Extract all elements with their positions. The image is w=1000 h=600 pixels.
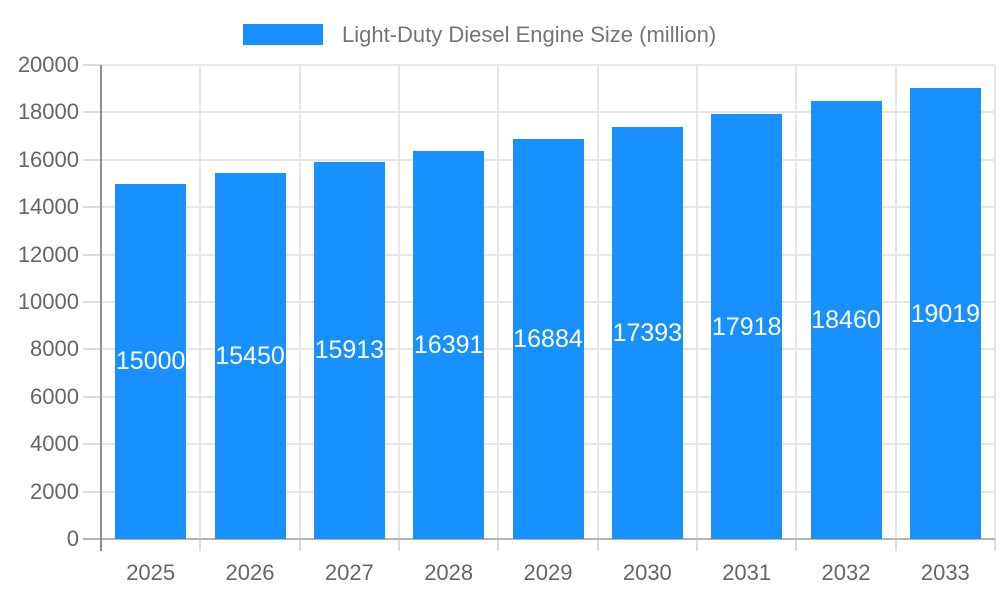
- x-tick-label: 2030: [622, 560, 672, 585]
- x-tick-label: 2031: [722, 560, 772, 585]
- x-gridline: [199, 65, 202, 539]
- x-tick-mark: [497, 539, 500, 551]
- y-tick-label: 18000: [17, 99, 79, 125]
- x-gridline: [894, 65, 897, 539]
- x-tick-mark: [298, 539, 301, 551]
- x-tick-mark: [696, 539, 698, 551]
- y-tick-mark: [83, 490, 101, 493]
- bar-value-label: 16884: [513, 324, 583, 353]
- x-gridline: [596, 65, 599, 539]
- y-tick-mark: [83, 206, 101, 209]
- y-tick-mark: [83, 395, 101, 398]
- x-gridline: [298, 65, 301, 539]
- x-tick-mark: [398, 539, 400, 551]
- y-tick-label: 20000: [17, 52, 79, 77]
- bar[interactable]: [413, 150, 485, 539]
- y-tick-mark: [83, 348, 101, 351]
- x-tick-label: 2028: [424, 560, 474, 585]
- y-tick-mark: [83, 158, 101, 161]
- x-tick-label: 2026: [225, 560, 275, 585]
- bar-value-label: 15913: [314, 336, 385, 365]
- x-axis-line: [101, 538, 995, 540]
- y-tick-label: 6000: [30, 383, 79, 409]
- y-tick-label: 10000: [17, 289, 79, 314]
- bar[interactable]: [611, 126, 683, 539]
- y-gridline: [101, 111, 995, 114]
- bar-value-label: 15450: [215, 341, 285, 370]
- legend-swatch: [243, 24, 323, 45]
- bar[interactable]: [909, 88, 981, 539]
- x-tick-mark: [199, 539, 202, 551]
- y-tick-label: 16000: [17, 146, 79, 172]
- x-tick-mark: [596, 539, 599, 551]
- x-gridline: [497, 65, 500, 539]
- bar-value-label: 15000: [115, 347, 186, 376]
- y-tick-label: 4000: [30, 431, 79, 457]
- bar[interactable]: [313, 161, 385, 539]
- y-tick-mark: [83, 253, 101, 256]
- bar[interactable]: [115, 183, 187, 539]
- x-gridline: [696, 65, 698, 539]
- y-axis-line: [100, 65, 102, 551]
- bar-value-label: 17393: [612, 318, 683, 347]
- bar[interactable]: [711, 114, 783, 539]
- x-tick-label: 2027: [324, 560, 374, 585]
- y-tick-mark: [83, 64, 101, 66]
- y-tick-label: 12000: [17, 241, 79, 267]
- x-tick-label: 2032: [821, 560, 871, 585]
- y-tick-label: 8000: [30, 336, 79, 362]
- legend[interactable]: Light-Duty Diesel Engine Size (million): [0, 0, 1000, 56]
- bar[interactable]: [214, 172, 286, 539]
- y-tick-label: 14000: [17, 194, 79, 220]
- bar-value-label: 17918: [711, 312, 782, 341]
- y-tick-mark: [83, 111, 101, 114]
- bar[interactable]: [810, 101, 882, 539]
- y-gridline: [101, 64, 995, 66]
- x-tick-label: 2033: [920, 560, 970, 585]
- bar-value-label: 18460: [811, 306, 881, 335]
- y-tick-label: 2000: [30, 478, 79, 504]
- x-tick-mark: [795, 539, 798, 551]
- bar[interactable]: [512, 138, 584, 539]
- x-gridline: [795, 65, 798, 539]
- legend-label: Light-Duty Diesel Engine Size (million): [342, 22, 717, 47]
- x-tick-label: 2029: [523, 560, 573, 585]
- y-tick-mark: [83, 538, 101, 540]
- x-gridline: [398, 65, 400, 539]
- x-tick-mark: [994, 539, 996, 551]
- y-tick-label: 0: [66, 526, 79, 551]
- bar-value-label: 16391: [413, 330, 484, 359]
- x-tick-mark: [894, 539, 897, 551]
- x-gridline: [994, 65, 996, 539]
- y-tick-mark: [83, 443, 101, 446]
- y-tick-mark: [83, 301, 101, 303]
- x-tick-label: 2025: [126, 560, 176, 585]
- bar-value-label: 19019: [910, 299, 981, 328]
